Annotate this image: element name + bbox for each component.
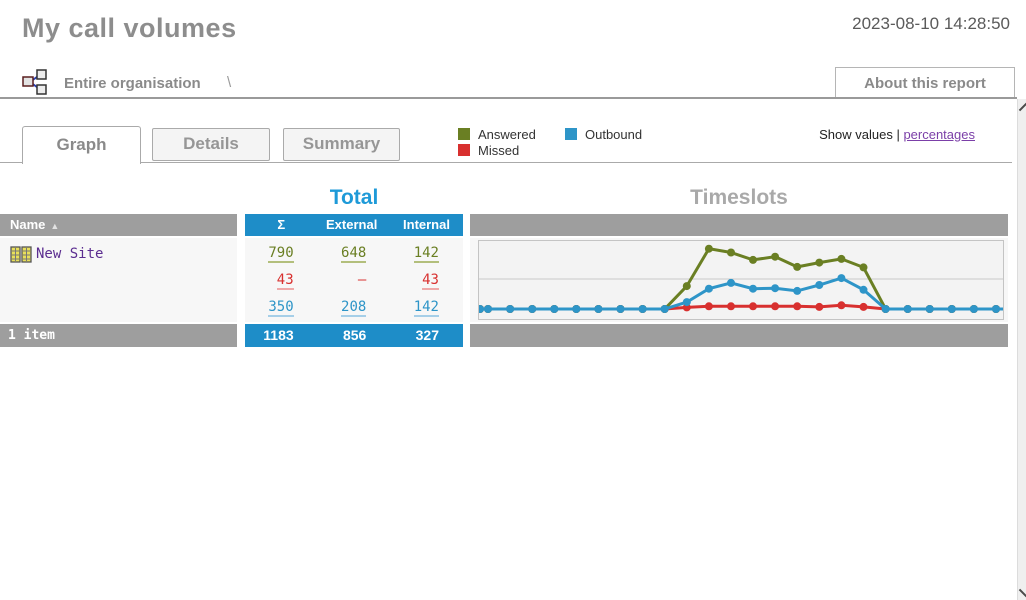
scroll-up-icon[interactable]: [1018, 102, 1026, 112]
name-column-header[interactable]: Name ▲: [0, 214, 237, 236]
timeslots-footer-bar: [470, 324, 1008, 347]
answered-internal-link[interactable]: 142: [413, 245, 439, 263]
show-values-toggle: Show values | percentages: [819, 127, 975, 142]
sort-ascending-icon: ▲: [50, 221, 60, 231]
grand-total-sum: 1183: [263, 327, 294, 343]
answered-external-link[interactable]: 648: [341, 245, 367, 263]
missed-internal-link[interactable]: 43: [422, 272, 439, 290]
outbound-sum-link[interactable]: 350: [268, 299, 294, 317]
outbound-legend-label: Outbound: [585, 127, 643, 142]
missed-values-row: 43 – 43: [245, 272, 463, 299]
item-count: 1 item: [0, 324, 237, 347]
missed-sum-link[interactable]: 43: [276, 272, 294, 290]
outbound-values-row: 350 208 142: [245, 299, 463, 326]
grand-total-internal: 327: [415, 327, 439, 343]
tab-baseline: [0, 162, 1012, 163]
tab-summary[interactable]: Summary: [283, 128, 400, 161]
about-this-report-button[interactable]: About this report: [835, 67, 1015, 99]
page-title: My call volumes: [22, 13, 237, 43]
tab-graph[interactable]: Graph: [22, 126, 141, 164]
answered-legend-swatch: [458, 128, 470, 140]
org-chart-icon: [22, 69, 48, 95]
answered-sum-link[interactable]: 790: [268, 245, 294, 263]
missed-legend-label: Missed: [478, 143, 520, 158]
timeslots-header-bar: [470, 214, 1008, 236]
vertical-scrollbar[interactable]: [1017, 99, 1026, 600]
external-column-header[interactable]: External: [326, 217, 378, 232]
sum-column-header[interactable]: Σ: [277, 217, 286, 232]
totals-footer: 1183 856 327: [245, 324, 463, 347]
totals-column-headers: Σ External Internal: [245, 214, 463, 236]
timeslots-line-chart: [476, 240, 1004, 320]
grand-total-external: 856: [342, 327, 367, 343]
tab-details[interactable]: Details: [152, 128, 270, 161]
timeslots-section-title: Timeslots: [690, 186, 788, 209]
answered-legend-label: Answered: [478, 127, 536, 142]
scroll-down-icon[interactable]: [1018, 588, 1026, 598]
report-timestamp: 2023-08-10 14:28:50: [852, 14, 1010, 33]
site-name-link[interactable]: New Site: [36, 246, 104, 262]
outbound-external-link[interactable]: 208: [341, 299, 367, 317]
missed-external-value: –: [357, 272, 367, 288]
answered-values-row: 790 648 142: [245, 245, 463, 272]
breadcrumb[interactable]: Entire organisation: [64, 75, 201, 92]
table-row-name-cell: New Site: [0, 238, 237, 322]
outbound-internal-link[interactable]: 142: [413, 299, 439, 317]
show-values-label: Show values |: [819, 127, 904, 142]
internal-column-header[interactable]: Internal: [403, 217, 450, 232]
table-row-values-cell: 790 648 142 43 – 43 350 208 142: [245, 238, 463, 322]
breadcrumb-separator: \: [227, 74, 232, 91]
header-divider: [0, 97, 1017, 99]
site-buildings-icon: [10, 246, 32, 268]
missed-legend-swatch: [458, 144, 470, 156]
outbound-legend-swatch: [565, 128, 577, 140]
percentages-link[interactable]: percentages: [903, 127, 975, 142]
total-section-title: Total: [329, 186, 379, 209]
